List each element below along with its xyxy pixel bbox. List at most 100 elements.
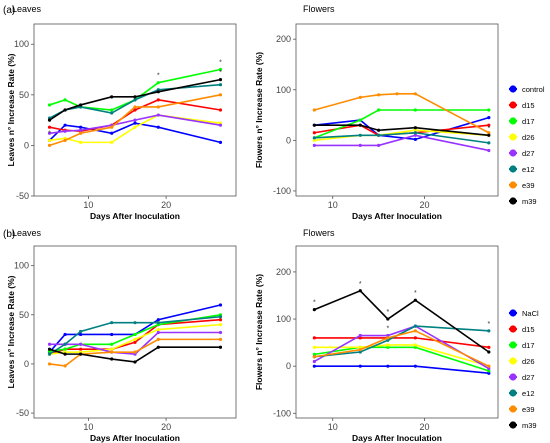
legend-marker — [509, 85, 517, 93]
data-point — [133, 108, 137, 112]
data-point — [156, 345, 160, 349]
significance-star: * — [48, 130, 51, 137]
data-point — [413, 126, 417, 130]
data-point — [133, 350, 137, 354]
data-point — [110, 131, 114, 135]
legend-entry: d15 — [522, 325, 535, 334]
data-point — [47, 103, 52, 107]
data-point — [47, 125, 52, 129]
significance-star: * — [487, 125, 490, 132]
data-point — [156, 330, 160, 335]
data-point — [413, 108, 417, 112]
series-m39 — [47, 345, 223, 364]
x-tick-label: 10 — [328, 200, 338, 210]
data-point — [156, 81, 160, 85]
data-point — [156, 105, 160, 109]
data-point — [487, 108, 491, 112]
legend-entry: control — [522, 85, 545, 94]
legend-marker — [509, 149, 517, 157]
data-point — [63, 108, 67, 112]
legend-entry: d27 — [522, 149, 535, 158]
data-point — [79, 128, 83, 132]
data-point — [487, 371, 491, 375]
data-point — [358, 133, 362, 137]
panel-b-label: (b) — [3, 229, 15, 240]
plot-frame — [295, 23, 499, 197]
x-tick-label: 20 — [161, 200, 171, 210]
chart-title: Leaves — [12, 228, 42, 238]
data-point — [312, 143, 316, 148]
significance-star: * — [219, 60, 222, 67]
data-point — [79, 140, 83, 144]
y-axis-label: Leaves n° Increase Rate (%) — [6, 53, 16, 166]
data-point — [79, 125, 83, 129]
series-line — [49, 68, 221, 111]
data-point — [312, 345, 316, 349]
x-axis-label: Days After Inoculation — [90, 433, 180, 443]
data-point — [79, 131, 83, 135]
data-point — [110, 342, 114, 346]
y-tick-label: 200 — [276, 34, 291, 44]
data-point — [358, 118, 362, 122]
y-tick-label: 100 — [276, 314, 291, 324]
data-point — [386, 343, 390, 347]
data-point — [487, 364, 491, 368]
series-line — [314, 329, 490, 367]
data-point — [487, 350, 491, 354]
series-line — [314, 289, 490, 353]
legend-marker — [509, 309, 517, 317]
data-point — [79, 329, 83, 334]
series-line — [314, 93, 490, 134]
legend-entry: d27 — [522, 373, 535, 382]
data-point — [358, 345, 362, 349]
data-point — [218, 67, 223, 72]
data-point — [312, 123, 316, 127]
y-tick-label: 50 — [19, 310, 29, 320]
data-point — [63, 342, 67, 346]
data-point — [156, 337, 160, 341]
data-point — [413, 298, 417, 302]
data-point — [312, 108, 316, 112]
data-point — [312, 359, 316, 364]
data-point — [487, 369, 491, 373]
significance-star: * — [359, 281, 362, 288]
data-point — [218, 330, 223, 335]
legend-entry: NaCl — [522, 309, 539, 318]
data-point — [358, 364, 362, 368]
data-point — [413, 343, 417, 347]
data-point — [312, 138, 316, 142]
data-point — [218, 78, 223, 82]
legend-marker — [509, 373, 517, 381]
x-tick-label: 20 — [420, 200, 430, 210]
chart-title: Flowers — [303, 228, 335, 238]
data-point — [487, 133, 491, 137]
data-point — [413, 137, 417, 141]
data-point — [110, 111, 114, 115]
data-point — [110, 357, 114, 361]
plot-frame — [33, 245, 237, 419]
data-point — [63, 332, 67, 337]
data-point — [63, 123, 67, 127]
y-tick-label: 100 — [276, 85, 291, 95]
data-point — [386, 364, 390, 368]
y-axis-label: Flowers n° Increase Rate (%) — [254, 274, 264, 390]
data-point — [218, 303, 223, 307]
data-point — [133, 95, 137, 99]
x-tick-label: 10 — [328, 422, 338, 432]
series-line — [314, 365, 489, 375]
data-point — [110, 95, 114, 99]
series-nacl — [312, 364, 491, 375]
series-m39 — [312, 123, 491, 137]
data-point — [413, 131, 417, 135]
data-point — [413, 345, 417, 349]
data-point — [312, 336, 316, 340]
legend-marker — [509, 389, 517, 397]
x-tick-label: 10 — [83, 422, 93, 432]
data-point — [156, 321, 160, 325]
y-tick-label: 100 — [14, 261, 29, 271]
data-point — [487, 141, 491, 145]
data-point — [47, 347, 52, 351]
